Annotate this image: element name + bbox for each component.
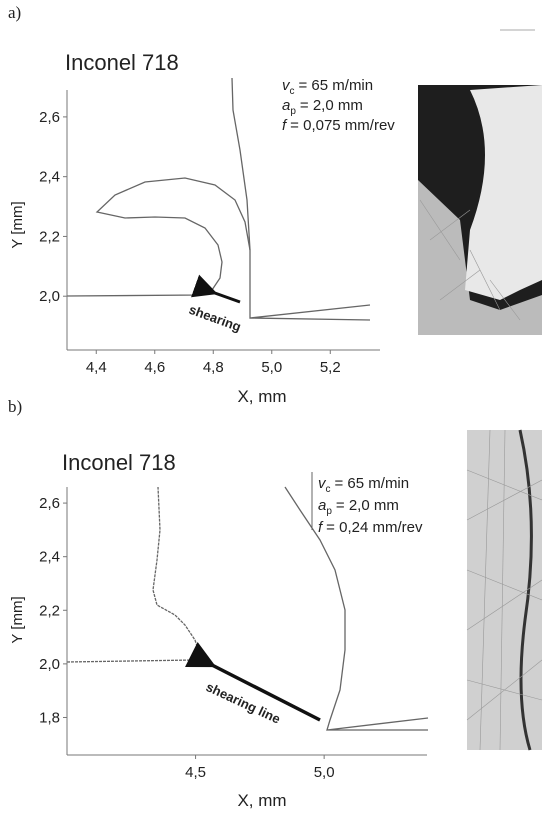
panel-label: a) bbox=[8, 3, 21, 22]
chart-title: Inconel 718 bbox=[65, 50, 179, 75]
symbol: f bbox=[282, 117, 288, 134]
y-tick-label: 2,4 bbox=[39, 169, 60, 186]
parameter-value: = 0,24 mm/rev bbox=[326, 519, 423, 536]
chart-title: Inconel 718 bbox=[62, 450, 176, 475]
y-axis-label: Y [mm] bbox=[9, 201, 26, 248]
subscript: c bbox=[290, 86, 295, 97]
x-tick-label: 5,2 bbox=[320, 359, 341, 376]
arrow bbox=[212, 292, 240, 302]
parameter: f= 0,24 mm/rev bbox=[318, 519, 423, 536]
annotation: shearing bbox=[187, 302, 243, 335]
subscript: c bbox=[326, 484, 331, 495]
y-tick-label: 2,0 bbox=[39, 656, 60, 673]
annotation: shearing line bbox=[204, 679, 283, 726]
tool-outline bbox=[232, 78, 370, 320]
parameter-value: = 2,0 mm bbox=[300, 97, 363, 114]
parameter: ap = 2,0 mm bbox=[318, 497, 399, 517]
y-tick-label: 2,0 bbox=[39, 288, 60, 305]
parameter: vc= 65 m/min bbox=[318, 475, 409, 495]
symbol: a bbox=[318, 497, 326, 514]
y-axis-label: Y [mm] bbox=[9, 596, 26, 643]
subscript: p bbox=[326, 506, 332, 517]
x-tick-label: 4,4 bbox=[86, 359, 107, 376]
x-tick-label: 4,6 bbox=[144, 359, 165, 376]
chip-outline bbox=[67, 178, 250, 296]
parameter-value: = 0,075 mm/rev bbox=[290, 117, 395, 134]
panel-label: b) bbox=[8, 397, 22, 416]
figure: a)Inconel 718vc= 65 m/minap= 2,0 mmf= 0,… bbox=[0, 0, 542, 813]
symbol: a bbox=[282, 97, 290, 114]
parameter: f= 0,075 mm/rev bbox=[282, 117, 395, 134]
y-tick-label: 2,2 bbox=[39, 228, 60, 245]
parameter: ap = 2,0 mm bbox=[282, 97, 363, 117]
y-tick-label: 1,8 bbox=[39, 709, 60, 726]
parameter: vc= 65 m/min bbox=[282, 77, 373, 97]
page: a)Inconel 718vc= 65 m/minap= 2,0 mmf= 0,… bbox=[0, 0, 542, 813]
y-tick-label: 2,6 bbox=[39, 495, 60, 512]
parameter-value: = 65 m/min bbox=[299, 77, 374, 94]
chip-outline bbox=[67, 487, 200, 662]
parameter-value: = 2,0 mm bbox=[336, 497, 399, 514]
x-axis-label: X, mm bbox=[237, 791, 286, 810]
y-tick-label: 2,2 bbox=[39, 602, 60, 619]
x-tick-label: 5,0 bbox=[261, 359, 282, 376]
x-axis-label: X, mm bbox=[237, 387, 286, 406]
x-tick-label: 5,0 bbox=[314, 764, 335, 781]
subscript: p bbox=[290, 106, 296, 117]
y-tick-label: 2,6 bbox=[39, 109, 60, 126]
mesh-image bbox=[467, 430, 542, 750]
x-tick-label: 4,5 bbox=[185, 764, 206, 781]
symbol: f bbox=[318, 519, 324, 536]
y-tick-label: 2,4 bbox=[39, 549, 60, 566]
mesh-image bbox=[418, 85, 542, 335]
parameter-value: = 65 m/min bbox=[335, 475, 410, 492]
x-tick-label: 4,8 bbox=[203, 359, 224, 376]
